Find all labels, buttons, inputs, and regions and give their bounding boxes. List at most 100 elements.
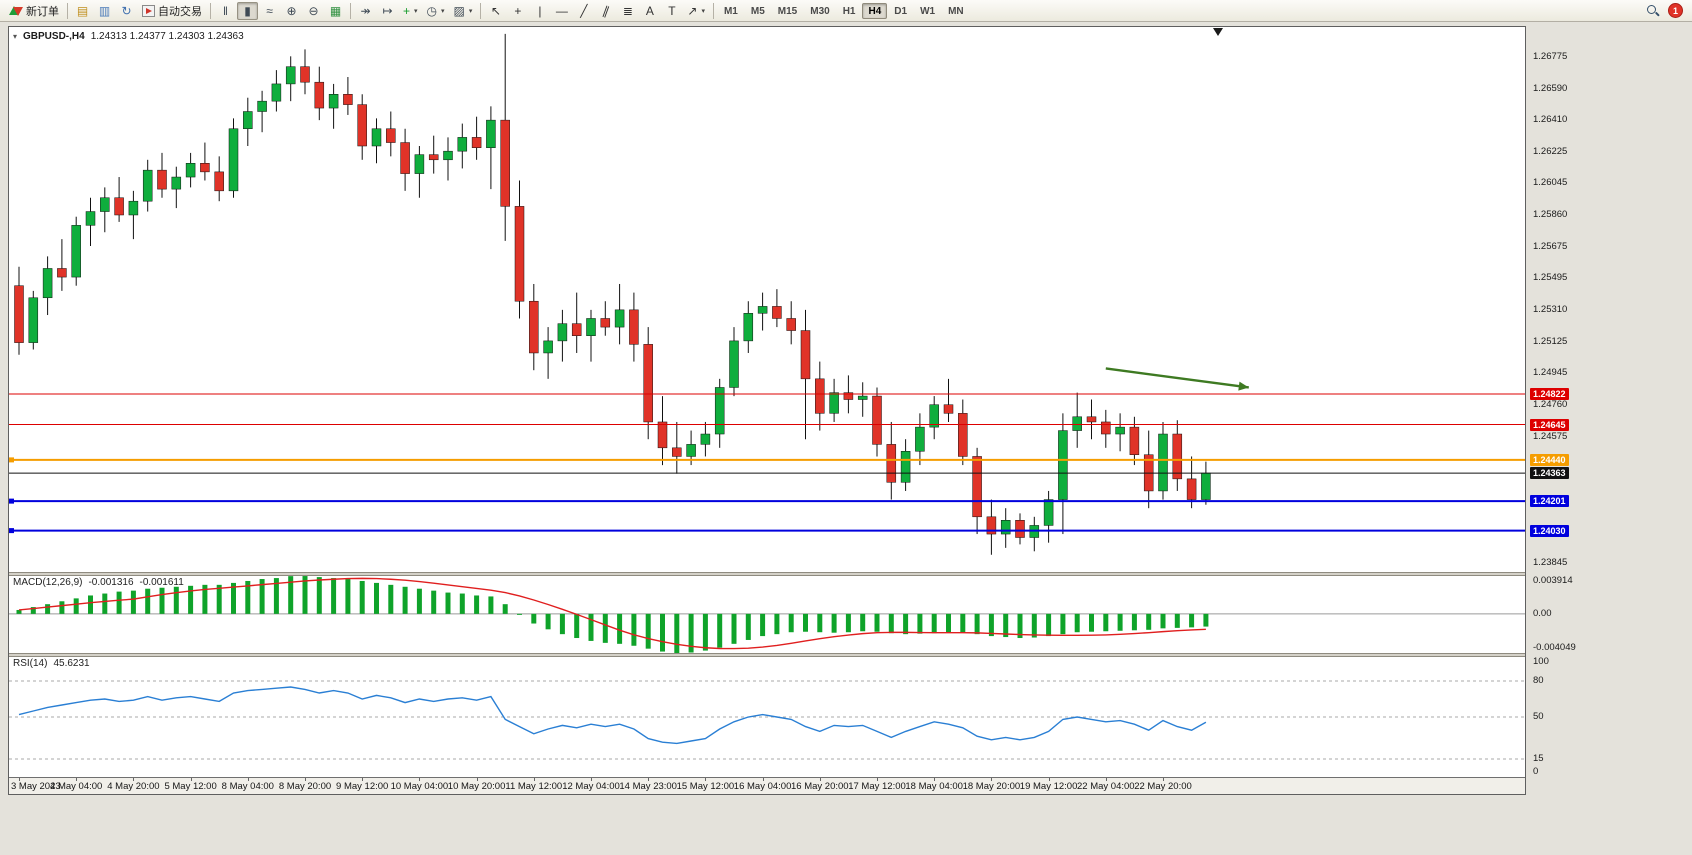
time-tick-label: 16 May 04:00 [733, 781, 792, 792]
macd-panel[interactable]: MACD(12,26,9) -0.001316 -0.001611 [9, 576, 1525, 653]
time-tick [247, 778, 249, 781]
new-order-button[interactable]: 新订单 [5, 2, 63, 20]
price-tick-label: 1.23845 [1533, 556, 1568, 568]
time-tick-label: 11 May 12:00 [505, 781, 563, 792]
crosshair-icon: + [514, 3, 522, 18]
time-tick [705, 778, 707, 781]
notifications-button[interactable]: 1 [1664, 2, 1687, 20]
cursor-button[interactable]: ↖ [485, 2, 506, 20]
new-chart-icon: ▤ [76, 3, 89, 18]
vertical-line-button[interactable]: | [529, 2, 550, 20]
timeframe-h1-button[interactable]: H1 [842, 5, 856, 17]
time-tick-label: 4 May 04:00 [50, 781, 103, 792]
auto-scroll-button[interactable]: ↠ [355, 2, 376, 20]
candlestick-icon: ▮ [244, 3, 251, 18]
time-tick [877, 778, 878, 781]
time-tick [476, 778, 478, 781]
price-tick-label: 1.24575 [1533, 430, 1568, 442]
timeframe-w1-button[interactable]: W1 [920, 5, 936, 17]
zoom-in-button[interactable]: ⊕ [281, 2, 302, 20]
periods-button[interactable]: ◷ ▾ [423, 2, 449, 20]
arrows-button[interactable]: ↗ ▾ [683, 2, 709, 20]
price-line-label-1.24822[interactable]: 1.24822 [1530, 388, 1569, 400]
trendline-button[interactable]: ╱ [573, 2, 594, 20]
timeframe-m15-button[interactable]: M15 [777, 5, 798, 17]
channel-icon: ∥ [600, 2, 612, 19]
rsi-scale-label: 100 [1533, 656, 1549, 667]
price-panel[interactable]: GBPUSD-,H4 1.24313 1.24377 1.24303 1.243… [9, 27, 1525, 572]
time-tick-label: 17 May 12:00 [848, 781, 906, 792]
toolbar-separator [480, 2, 482, 19]
horizontal-line-button[interactable]: — [551, 2, 572, 20]
line-chart-button[interactable]: ≈ [259, 2, 280, 20]
new-order-icon [9, 5, 23, 17]
price-line-label-1.24030[interactable]: 1.24030 [1530, 524, 1569, 537]
auto-trading-button-label: 自动交易 [158, 5, 202, 18]
time-tick-label: 9 May 12:00 [336, 781, 389, 792]
price-tick-label: 1.24945 [1533, 366, 1568, 378]
new-chart-button[interactable]: ▤ [72, 2, 93, 20]
refresh-button[interactable]: ↻ [116, 2, 137, 20]
price-line-label-1.24645[interactable]: 1.24645 [1530, 418, 1569, 431]
dropdown-caret-icon: ▾ [441, 7, 445, 15]
time-tick-label: 8 May 04:00 [221, 781, 274, 792]
price-scale[interactable]: 1.26775 1.26590 1.26410 1.26225 1.26045 1.258… [1529, 27, 1589, 794]
timeframe-h4-button[interactable]: H4 [862, 2, 888, 19]
crosshair-button[interactable]: + [507, 2, 528, 20]
time-tick [1048, 778, 1050, 781]
panel-splitter[interactable] [9, 572, 1525, 576]
profiles-button[interactable]: ▥ [94, 2, 115, 20]
chart-shift-button[interactable]: ↦ [377, 2, 398, 20]
time-tick-label: 14 May 23:00 [619, 781, 677, 792]
timeframe-mn-button[interactable]: MN [948, 5, 964, 17]
indicators-button[interactable]: + ▾ [399, 2, 422, 20]
chart-window: GBPUSD-,H4 1.24313 1.24377 1.24303 1.243… [8, 26, 1526, 795]
zoom-in-icon: ⊕ [286, 3, 297, 18]
text-icon: A [645, 3, 654, 18]
text-label-button[interactable]: T [661, 2, 682, 20]
zoom-out-button[interactable]: ⊖ [303, 2, 324, 20]
macd-scale-label: 0.00 [1533, 607, 1552, 619]
trend-arrow-annotation[interactable] [1105, 367, 1249, 391]
channel-button[interactable]: ∥ [595, 2, 616, 20]
price-tick-label: 1.26775 [1533, 51, 1568, 63]
price-chart [9, 33, 1525, 555]
indicators-add-icon: + [403, 3, 411, 18]
timeframe-m5-button[interactable]: M5 [750, 5, 765, 17]
time-axis[interactable]: 3 May 2023 4 May 04:00 4 May 20:00 5 May 12… [9, 777, 1525, 794]
bar-chart-icon: ‖ [223, 3, 228, 18]
time-tick-label: 22 May 20:00 [1134, 781, 1192, 792]
tile-windows-icon: ▦ [329, 3, 342, 18]
timeframe-d1-button[interactable]: D1 [894, 5, 908, 17]
rsi-scale-label: 80 [1533, 675, 1544, 686]
bar-chart-button[interactable]: ‖ [215, 2, 236, 20]
time-tick [762, 778, 764, 781]
price-tick-label: 1.26045 [1533, 177, 1568, 189]
price-tick-label: 1.25125 [1533, 335, 1568, 347]
text-button[interactable]: A [639, 2, 660, 20]
toolbar-separator [210, 2, 211, 19]
panel-splitter[interactable] [9, 653, 1525, 657]
rsi-scale-label: 0 [1533, 766, 1539, 777]
auto-trading-button[interactable]: 自动交易 [138, 2, 206, 20]
price-line-label-1.24440[interactable]: 1.24440 [1530, 453, 1569, 466]
price-line-label-1.24363[interactable]: 1.24363 [1530, 467, 1569, 480]
time-tick-label: 16 May 20:00 [791, 781, 849, 792]
chart-shift-marker[interactable] [1213, 28, 1223, 36]
toolbar-separator [67, 2, 68, 19]
time-tick-label: 10 May 20:00 [447, 781, 506, 792]
fibonacci-button[interactable]: ≣ [617, 2, 638, 20]
time-tick [991, 778, 993, 781]
time-tick [934, 778, 936, 781]
timeframe-m1-button[interactable]: M1 [723, 5, 738, 17]
tile-windows-button[interactable]: ▦ [325, 2, 346, 20]
price-line-label-1.24201[interactable]: 1.24201 [1530, 495, 1569, 508]
timeframe-m30-button[interactable]: M30 [810, 5, 830, 17]
rsi-panel[interactable]: RSI(14) 45.6231 [9, 657, 1525, 777]
rsi-scale-label: 50 [1533, 711, 1544, 722]
search-button[interactable] [1642, 2, 1663, 20]
price-tick-label: 1.26590 [1533, 83, 1568, 95]
trendline-icon: ╱ [580, 3, 588, 18]
templates-button[interactable]: ▨ ▾ [450, 2, 477, 20]
candlestick-chart-button[interactable]: ▮ [237, 1, 258, 20]
